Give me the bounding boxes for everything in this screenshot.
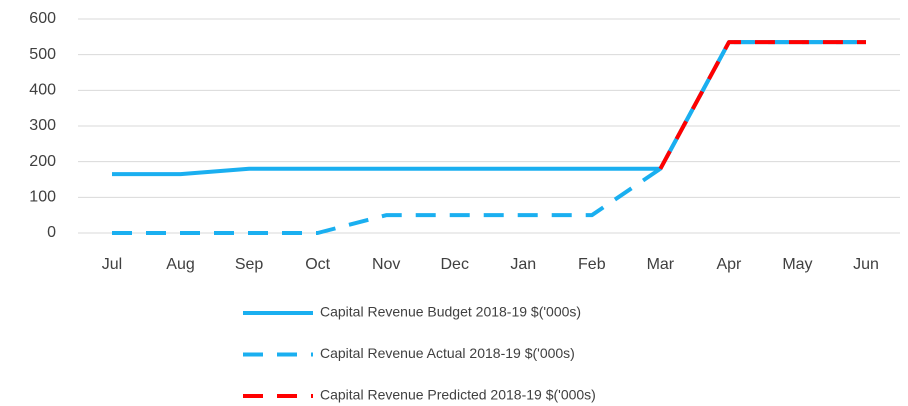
x-tick-label: Apr: [716, 256, 742, 273]
x-tick-label: Dec: [441, 256, 469, 273]
x-tick-label: Mar: [647, 256, 675, 273]
x-tick-label: Jan: [510, 256, 536, 273]
x-tick-label: Oct: [305, 256, 330, 273]
x-tick-label: Jul: [102, 256, 122, 273]
legend-label: Capital Revenue Budget 2018-19 $('000s): [320, 304, 581, 320]
y-tick-label: 300: [29, 117, 56, 134]
x-tick-label: Jun: [853, 256, 879, 273]
y-tick-label: 200: [29, 153, 56, 170]
x-tick-label: Nov: [372, 256, 400, 273]
y-tick-label: 100: [29, 189, 56, 206]
y-tick-label: 0: [47, 224, 56, 241]
series-line: [112, 40, 866, 235]
y-tick-label: 400: [29, 82, 56, 99]
legend-label: Capital Revenue Actual 2018-19 $('000s): [320, 345, 575, 361]
series-line: [658, 40, 866, 170]
x-tick-label: Feb: [578, 256, 606, 273]
x-tick-label: Aug: [166, 256, 194, 273]
x-tick-label: May: [782, 256, 812, 273]
legend-label: Capital Revenue Predicted 2018-19 $('000…: [320, 387, 596, 403]
series-line: [112, 40, 866, 177]
y-tick-label: 600: [29, 10, 56, 27]
y-tick-label: 500: [29, 46, 56, 63]
x-tick-label: Sep: [235, 256, 264, 273]
